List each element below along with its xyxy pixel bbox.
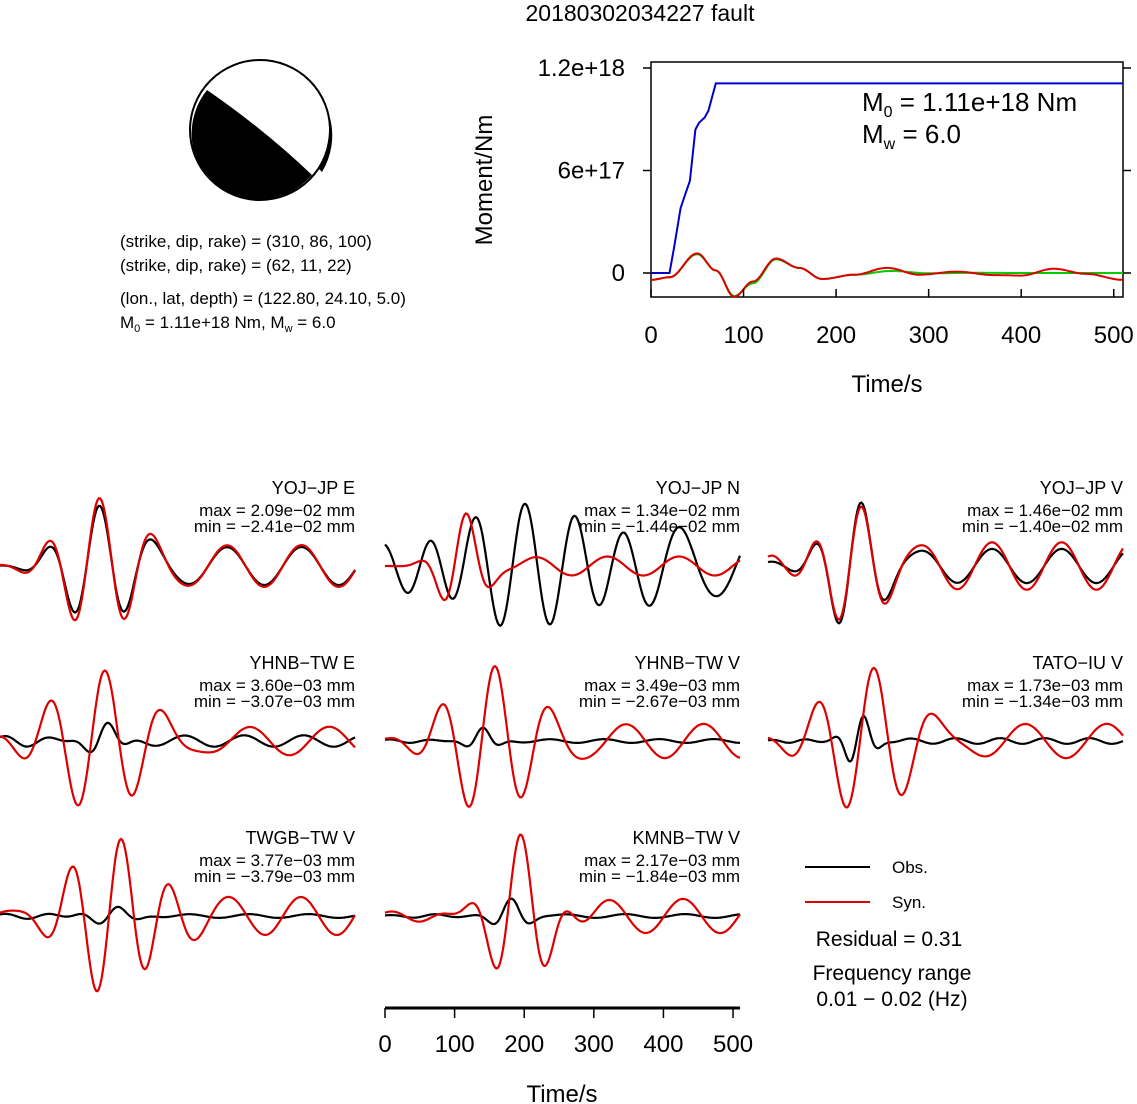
moment-x-tick-label: 100 [724,322,764,349]
moment-y-axis: 0 6e+17 1.2e+18 [538,55,1131,287]
legend-syn-label: Syn. [892,893,926,912]
station-min: min = −2.67e−03 mm [579,692,740,711]
legend-obs-label: Obs. [892,858,928,877]
station-max: max = 3.77e−03 mm [199,851,355,870]
moment-x-tick-label: 0 [644,322,657,349]
synthetic-trace [0,837,356,993]
residual-label: Residual = 0.31 [816,928,963,951]
moment-y-tick-label: 0 [612,260,625,287]
station-max: max = 2.17e−03 mm [584,851,740,870]
moment-x-tick-label: 500 [1094,322,1134,349]
station-min: min = −3.79e−03 mm [194,867,355,886]
moment-y-tick-label: 1.2e+18 [538,55,625,82]
waveform-x-tick-label: 0 [378,1031,391,1058]
moment-plot-frame [650,61,1124,298]
mechanism-location: (lon., lat, depth) = (122.80, 24.10, 5.0… [120,289,406,308]
moment-y-tick-label: 6e+17 [558,158,625,185]
mechanism-magnitude: M0 = 1.11e+18 Nm, Mw = 6.0 [120,313,336,335]
station-max: max = 1.73e−03 mm [967,676,1123,695]
observed-trace [384,502,742,627]
observed-trace [767,714,1124,763]
synthetic-trace [385,512,741,602]
waveform-x-tick-label: 300 [574,1031,614,1058]
waveform-x-tick-label: 400 [643,1031,683,1058]
moment-series-line [651,252,1123,298]
moment-x-tick-label: 200 [816,322,856,349]
moment-x-axis: 0 100 200 300 400 500 [644,289,1134,349]
station-name: YOJ−JP E [272,478,355,498]
synthetic-trace [384,833,741,970]
waveform-x-tick-label: 500 [713,1031,753,1058]
synthetic-trace [384,664,741,808]
station-max: max = 3.49e−03 mm [584,676,740,695]
mechanism-plane-2: (strike, dip, rake) = (62, 11, 22) [120,256,352,275]
moment-x-tick-label: 400 [1001,322,1041,349]
station-name: YOJ−JP V [1040,478,1123,498]
synthetic-trace [767,666,1124,809]
moment-x-label: Time/s [851,371,922,398]
station-max: max = 1.46e−02 mm [967,501,1123,520]
station-name: YHNB−TW E [249,653,355,673]
moment-plot: 0 100 200 300 400 500 0 6e+17 1.2e+18 Time/s Mo… [471,55,1134,398]
moment-y-label: Moment/Nm [471,115,498,246]
station-max: max = 1.34e−02 mm [584,501,740,520]
station-name: TWGB−TW V [246,828,356,848]
station-name: TATO−IU V [1032,653,1123,673]
station-name: YHNB−TW V [634,653,740,673]
waveform-x-label: Time/s [526,1081,597,1104]
mechanism-plane-1: (strike, dip, rake) = (310, 86, 100) [120,232,372,251]
moment-mw-annotation: Mw = 6.0 [862,119,961,153]
station-min: min = −2.41e−02 mm [194,517,355,536]
moment-x-tick-label: 300 [909,322,949,349]
waveform-time-axis: 0 100 200 300 400 500 [378,1006,753,1058]
beachball-icon [189,59,333,201]
station-min: min = −3.07e−03 mm [194,692,355,711]
synthetic-trace [0,669,356,807]
figure-title: 20180302034227 fault [526,0,756,26]
station-min: min = −1.44e−02 mm [579,517,740,536]
station-max: max = 2.09e−02 mm [199,501,355,520]
waveform-x-tick-label: 200 [504,1031,544,1058]
station-min: min = −1.40e−02 mm [962,517,1123,536]
synthetic-trace [0,497,356,622]
legend: Obs. Syn. [805,858,928,912]
waveform-x-tick-label: 100 [435,1031,475,1058]
station-min: min = −1.84e−03 mm [579,867,740,886]
synthetic-trace [767,505,1124,621]
moment-series-line [651,82,1123,274]
observed-trace [0,905,356,925]
station-name: YOJ−JP N [656,478,740,498]
observed-trace [384,726,741,748]
station-min: min = −1.34e−03 mm [962,692,1123,711]
observed-trace [384,897,741,926]
moment-series-group [651,82,1123,298]
frequency-range-value: 0.01 − 0.02 (Hz) [816,988,967,1011]
station-name: KMNB−TW V [632,828,740,848]
frequency-range-label: Frequency range [813,962,972,985]
moment-m0-annotation: M0 = 1.11e+18 Nm [862,87,1077,121]
station-max: max = 3.60e−03 mm [199,676,355,695]
